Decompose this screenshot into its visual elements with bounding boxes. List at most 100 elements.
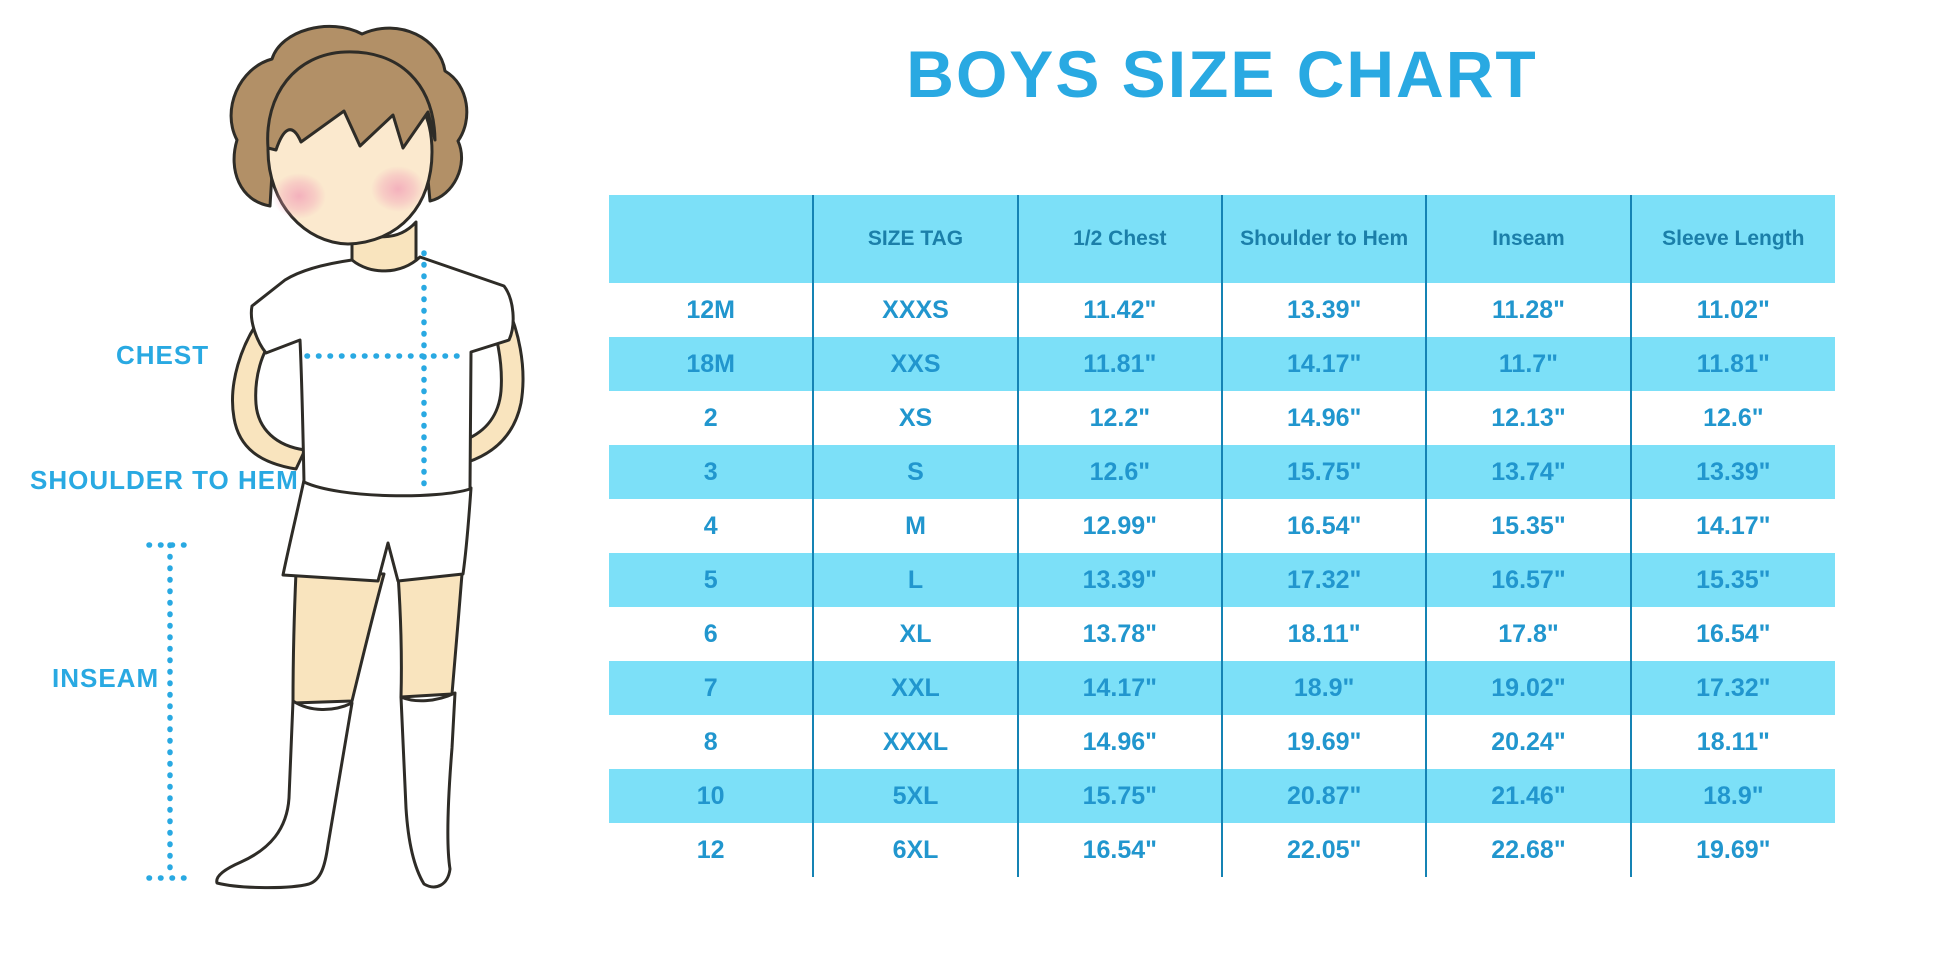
size-table-body: 12M XXXS 11.42" 13.39" 11.28" 11.02" 18M XXS 11.… [609, 283, 1835, 877]
size-cell: 3 [609, 445, 814, 499]
size-cell: 2 [703, 403, 718, 432]
table-cell: 11.28" [1425, 283, 1631, 337]
chest-label: CHEST [116, 340, 210, 370]
corner-cell [609, 195, 814, 283]
table-row: 5 L 13.39" 17.32" 16.57" 15.35" [609, 553, 1835, 607]
size-table-head-row: SIZE TAG 1/2 Chest Shoulder to Hem Inseam Sl… [609, 195, 1835, 283]
shoulder-to-hem-label: SHOULDER TO HEM [30, 465, 299, 495]
table-cell: 18.9" [1220, 661, 1427, 715]
size-table-head: SIZE TAG 1/2 Chest Shoulder to Hem Inseam Sl… [609, 195, 1835, 283]
table-cell: 12.99" [1016, 499, 1222, 553]
table-cell: 16.57" [1425, 553, 1631, 607]
table-row: 8 XXXL 14.96" 19.69" 20.24" 18.11" [609, 715, 1835, 769]
column-header: Shoulder to Hem [1220, 195, 1427, 283]
inseam-label: INSEAM [52, 663, 160, 693]
boy-right-leg [396, 572, 464, 699]
table-cell: 19.69" [1220, 715, 1427, 769]
size-cell: 18M [609, 337, 814, 391]
table-cell: 15.75" [1016, 769, 1222, 823]
table-row: 6 XL 13.78" 18.11" 17.8" 16.54" [609, 607, 1835, 661]
size-cell: 6 [703, 619, 718, 648]
table-cell: 14.17" [1629, 499, 1835, 553]
table-cell: 19.02" [1425, 661, 1631, 715]
table-cell: 6XL [812, 823, 1018, 877]
table-cell: 15.75" [1220, 445, 1427, 499]
table-cell: XXS [812, 337, 1018, 391]
table-row: 4 M 12.99" 16.54" 15.35" 14.17" [609, 499, 1835, 553]
table-row: 12 6XL 16.54" 22.05" 22.68" 19.69" [609, 823, 1835, 877]
table-cell: 17.8" [1425, 607, 1631, 661]
table-cell: 21.46" [1425, 769, 1631, 823]
table-cell: 20.24" [1425, 715, 1631, 769]
table-cell: 5XL [812, 769, 1018, 823]
table-cell: 11.02" [1629, 283, 1835, 337]
table-row: 12M XXXS 11.42" 13.39" 11.28" 11.02" [609, 283, 1835, 337]
table-cell: 16.54" [1629, 607, 1835, 661]
table-cell: 11.81" [1016, 337, 1222, 391]
table-cell: XL [812, 607, 1018, 661]
column-header: Sleeve Length [1629, 195, 1835, 283]
boy-blush-left [272, 173, 326, 219]
boy-illustration [146, 25, 525, 890]
size-cell: 4 [703, 511, 718, 540]
boy-blush-right [371, 166, 425, 212]
table-cell: M [812, 499, 1018, 553]
table-row: 7 XXL 14.17" 18.9" 19.02" 17.32" [609, 661, 1835, 715]
table-cell: 14.17" [1220, 337, 1427, 391]
boy-shirt [249, 255, 515, 498]
table-cell: 18.9" [1629, 769, 1835, 823]
column-header: Inseam [1425, 195, 1631, 283]
table-cell: 11.42" [1016, 283, 1222, 337]
size-cell: 10 [609, 769, 814, 823]
table-row: 18M XXS 11.81" 14.17" 11.7" 11.81" [609, 337, 1835, 391]
table-cell: 19.69" [1629, 823, 1835, 877]
boy-right-sock [399, 691, 457, 889]
table-cell: 15.35" [1425, 499, 1631, 553]
table-cell: XXL [812, 661, 1018, 715]
table-cell: 12.6" [1016, 445, 1222, 499]
boy-left-sock [215, 699, 354, 890]
table-cell: 14.96" [1220, 391, 1427, 445]
size-cell: 7 [609, 661, 814, 715]
table-cell: XS [812, 391, 1018, 445]
size-cell: 12 [696, 835, 725, 864]
table-cell: 13.74" [1425, 445, 1631, 499]
table-cell: 14.96" [1016, 715, 1222, 769]
table-row: 10 5XL 15.75" 20.87" 21.46" 18.9" [609, 769, 1835, 823]
boy-hair-fringe [266, 50, 437, 152]
table-cell: 16.54" [1220, 499, 1427, 553]
table-cell: 13.39" [1629, 445, 1835, 499]
table-cell: S [812, 445, 1018, 499]
table-cell: L [812, 553, 1018, 607]
table-cell: 12.6" [1629, 391, 1835, 445]
column-header: SIZE TAG [812, 195, 1018, 283]
size-cell: 5 [609, 553, 814, 607]
size-cell: 12M [686, 295, 735, 324]
size-cell: 8 [703, 727, 718, 756]
table-row: 2 XS 12.2" 14.96" 12.13" 12.6" [609, 391, 1835, 445]
table-cell: 17.32" [1220, 553, 1427, 607]
boy-left-leg [291, 570, 386, 705]
table-cell: XXXL [812, 715, 1018, 769]
table-cell: 17.32" [1629, 661, 1835, 715]
table-cell: 22.05" [1220, 823, 1427, 877]
table-cell: 13.39" [1016, 553, 1222, 607]
size-table: SIZE TAG 1/2 Chest Shoulder to Hem Inseam Sl… [609, 195, 1835, 877]
table-cell: 18.11" [1220, 607, 1427, 661]
table-cell: 20.87" [1220, 769, 1427, 823]
table-cell: 12.2" [1016, 391, 1222, 445]
boy-left-arm [231, 314, 307, 471]
table-cell: XXXS [812, 283, 1018, 337]
table-cell: 16.54" [1016, 823, 1222, 877]
table-cell: 18.11" [1629, 715, 1835, 769]
table-cell: 14.17" [1016, 661, 1222, 715]
table-cell: 11.81" [1629, 337, 1835, 391]
table-cell: 13.39" [1220, 283, 1427, 337]
table-cell: 15.35" [1629, 553, 1835, 607]
table-cell: 22.68" [1425, 823, 1631, 877]
column-header: 1/2 Chest [1016, 195, 1222, 283]
page-title: BOYS SIZE CHART [906, 37, 1538, 111]
table-cell: 11.7" [1425, 337, 1631, 391]
table-row: 3 S 12.6" 15.75" 13.74" 13.39" [609, 445, 1835, 499]
